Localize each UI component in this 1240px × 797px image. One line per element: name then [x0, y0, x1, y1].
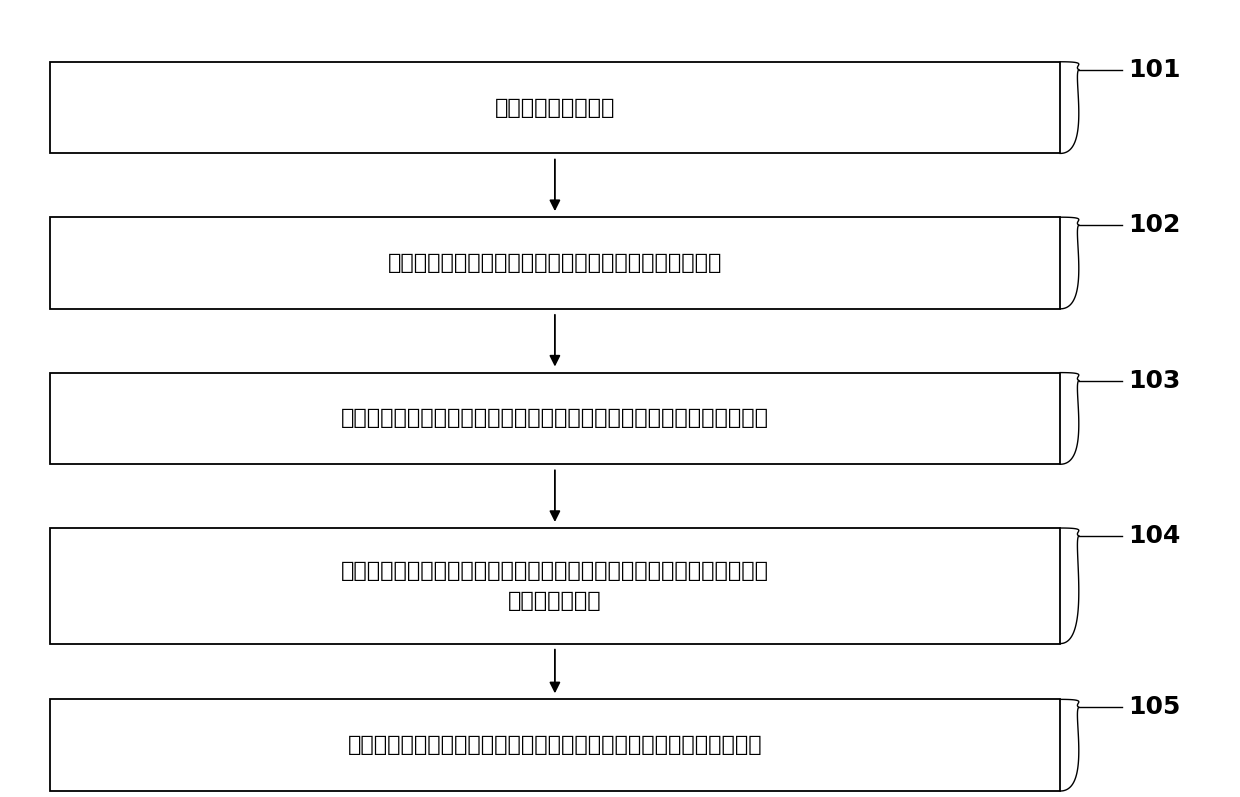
FancyBboxPatch shape [50, 700, 1060, 791]
FancyBboxPatch shape [50, 373, 1060, 464]
Text: 控制所述激光的偏振方向和所述微纳米槽形结构的尺寸，高效激发所述宽
频表面等离激元: 控制所述激光的偏振方向和所述微纳米槽形结构的尺寸，高效激发所述宽 频表面等离激元 [341, 561, 769, 611]
Text: 105: 105 [1128, 695, 1180, 720]
FancyBboxPatch shape [50, 62, 1060, 154]
FancyBboxPatch shape [50, 528, 1060, 644]
Text: 采用激光沿所述微纳米槽形结构的长轴方向辐照，激发宽频表面等离激元: 采用激光沿所述微纳米槽形结构的长轴方向辐照，激发宽频表面等离激元 [341, 408, 769, 429]
Text: 104: 104 [1128, 524, 1180, 548]
Text: 采用微纳加工技术在所述金属薄膜上刻蚀微纳米槽形结构: 采用微纳加工技术在所述金属薄膜上刻蚀微纳米槽形结构 [388, 253, 722, 273]
Text: 在基底制备金属薄膜: 在基底制备金属薄膜 [495, 97, 615, 118]
Text: 103: 103 [1128, 368, 1180, 393]
Text: 102: 102 [1128, 213, 1180, 238]
Text: 调节所述激光的波长，对所述高效激发后的宽频表面等离激元进行分频: 调节所述激光的波长，对所述高效激发后的宽频表面等离激元进行分频 [347, 735, 763, 756]
Text: 101: 101 [1128, 57, 1180, 82]
FancyBboxPatch shape [50, 218, 1060, 309]
